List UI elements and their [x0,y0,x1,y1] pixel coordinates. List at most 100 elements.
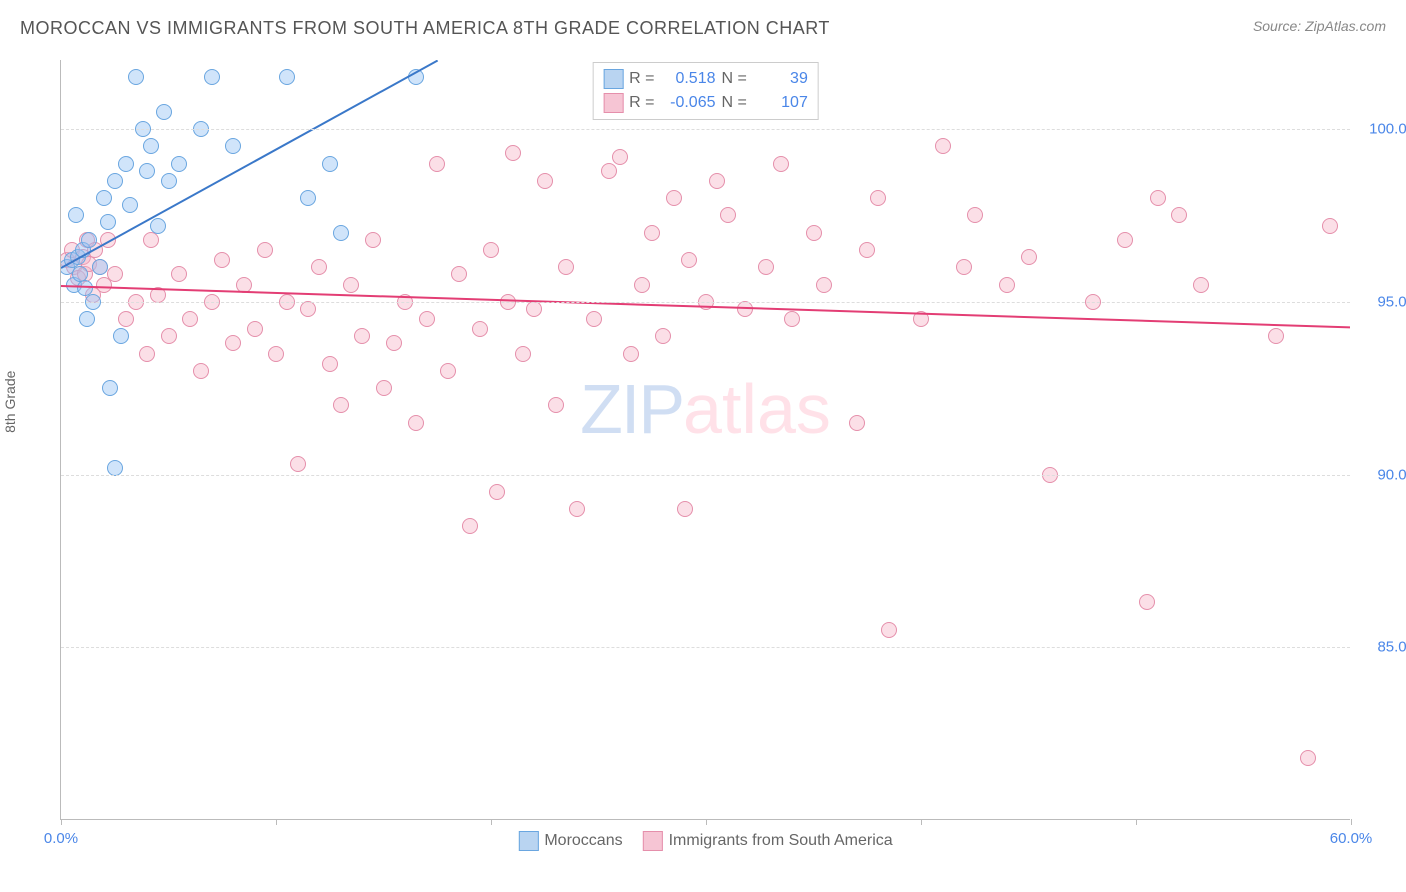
scatter-point [143,232,159,248]
scatter-point [1150,190,1166,206]
scatter-point [999,277,1015,293]
scatter-point [365,232,381,248]
scatter-point [816,277,832,293]
scatter-point [773,156,789,172]
scatter-point [709,173,725,189]
scatter-point [623,346,639,362]
r-label: R = [629,91,654,115]
scatter-point [139,163,155,179]
y-tick-label: 100.0% [1360,121,1406,138]
y-tick-label: 90.0% [1360,466,1406,483]
scatter-point [322,156,338,172]
scatter-point [784,311,800,327]
x-tick-mark [706,819,707,825]
scatter-point [300,190,316,206]
scatter-point [537,173,553,189]
series-legend: Moroccans Immigrants from South America [518,831,892,851]
scatter-point [79,311,95,327]
scatter-point [204,69,220,85]
swatch-a [518,831,538,851]
r-label: R = [629,67,654,91]
scatter-point [311,259,327,275]
scatter-point [161,328,177,344]
scatter-point [182,311,198,327]
scatter-point [806,225,822,241]
scatter-point [558,259,574,275]
x-tick-label: 60.0% [1330,830,1373,847]
scatter-point [967,207,983,223]
scatter-point [214,252,230,268]
scatter-point [128,69,144,85]
legend-row-b: R = -0.065 N = 107 [603,91,808,115]
r-value-a: 0.518 [661,67,716,91]
scatter-point [193,363,209,379]
y-tick-label: 85.0% [1360,639,1406,656]
scatter-point [225,138,241,154]
scatter-point [1117,232,1133,248]
scatter-point [644,225,660,241]
plot-region: ZIPatlas R = 0.518 N = 39 R = -0.065 N =… [60,60,1350,820]
gridline [61,475,1350,476]
series-b-name: Immigrants from South America [669,832,893,850]
gridline [61,302,1350,303]
scatter-point [122,197,138,213]
clip-layer [61,60,1350,819]
scatter-point [870,190,886,206]
x-tick-mark [276,819,277,825]
scatter-point [758,259,774,275]
scatter-point [526,301,542,317]
scatter-point [225,335,241,351]
scatter-point [612,149,628,165]
scatter-point [247,321,263,337]
scatter-point [257,242,273,258]
scatter-point [139,346,155,362]
scatter-point [107,173,123,189]
swatch-b [643,831,663,851]
scatter-point [655,328,671,344]
scatter-point [386,335,402,351]
scatter-point [171,156,187,172]
scatter-point [849,415,865,431]
scatter-point [300,301,316,317]
gridline [61,647,1350,648]
scatter-point [171,266,187,282]
scatter-point [429,156,445,172]
chart-area: 8th Grade ZIPatlas R = 0.518 N = 39 R = … [20,50,1386,862]
scatter-point [440,363,456,379]
chart-title: MOROCCAN VS IMMIGRANTS FROM SOUTH AMERIC… [20,18,830,39]
scatter-point [720,207,736,223]
scatter-point [113,328,129,344]
scatter-point [156,104,172,120]
scatter-point [462,518,478,534]
n-label: N = [722,91,747,115]
n-label: N = [722,67,747,91]
scatter-point [290,456,306,472]
scatter-point [92,259,108,275]
legend-item-b: Immigrants from South America [643,831,893,851]
scatter-point [451,266,467,282]
scatter-point [150,218,166,234]
x-tick-mark [61,819,62,825]
scatter-point [881,622,897,638]
scatter-point [681,252,697,268]
scatter-point [118,311,134,327]
series-a-name: Moroccans [544,832,622,850]
scatter-point [354,328,370,344]
scatter-point [956,259,972,275]
scatter-point [161,173,177,189]
correlation-legend: R = 0.518 N = 39 R = -0.065 N = 107 [592,62,819,120]
scatter-point [96,190,112,206]
scatter-point [81,232,97,248]
scatter-point [143,138,159,154]
x-tick-mark [1351,819,1352,825]
scatter-point [107,266,123,282]
scatter-point [935,138,951,154]
scatter-point [569,501,585,517]
scatter-point [1300,750,1316,766]
scatter-point [100,214,116,230]
scatter-point [586,311,602,327]
scatter-point [489,484,505,500]
gridline [61,129,1350,130]
scatter-point [859,242,875,258]
scatter-point [322,356,338,372]
